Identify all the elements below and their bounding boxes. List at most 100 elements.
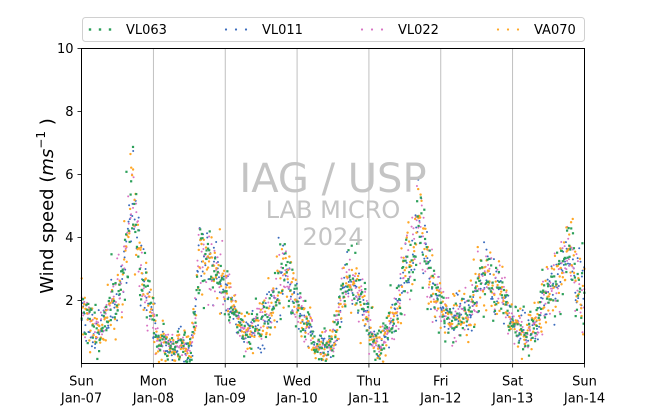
point-VL022 bbox=[289, 298, 292, 301]
point-VA070 bbox=[133, 198, 136, 202]
point-VL063 bbox=[420, 212, 423, 215]
point-VL011 bbox=[552, 282, 555, 285]
point-VA070 bbox=[293, 305, 296, 309]
point-VL022 bbox=[303, 315, 306, 318]
point-VL063 bbox=[447, 316, 450, 319]
point-VL022 bbox=[546, 267, 549, 270]
point-VL063 bbox=[225, 290, 228, 293]
point-VL011 bbox=[327, 350, 330, 353]
point-VL063 bbox=[497, 270, 501, 274]
point-VL011 bbox=[467, 328, 470, 331]
point-VL063 bbox=[391, 327, 394, 330]
point-VL022 bbox=[119, 297, 122, 300]
point-VL011 bbox=[259, 347, 262, 350]
point-VL022 bbox=[261, 311, 264, 314]
point-VL022 bbox=[423, 242, 426, 245]
point-VL063 bbox=[341, 292, 344, 295]
point-VL011 bbox=[373, 330, 376, 333]
point-VL011 bbox=[84, 324, 87, 327]
point-VL063 bbox=[429, 266, 432, 269]
point-VA070 bbox=[276, 294, 280, 297]
point-VA070 bbox=[183, 329, 186, 332]
point-VL011 bbox=[266, 293, 269, 296]
point-VL011 bbox=[165, 344, 168, 347]
point-VL063 bbox=[276, 298, 279, 302]
point-VA070 bbox=[186, 352, 189, 355]
point-VL022 bbox=[246, 341, 249, 344]
point-VL011 bbox=[403, 281, 406, 284]
point-VL011 bbox=[414, 214, 417, 217]
point-VL011 bbox=[293, 291, 296, 294]
point-VL063 bbox=[111, 290, 114, 293]
point-VL063 bbox=[236, 326, 239, 329]
point-VL022 bbox=[542, 280, 545, 283]
point-VA070 bbox=[90, 319, 93, 323]
point-VL063 bbox=[131, 145, 135, 149]
point-VL022 bbox=[437, 276, 440, 279]
point-VL022 bbox=[554, 299, 557, 302]
point-VL022 bbox=[576, 289, 579, 292]
y-axis-label-suffix: ) bbox=[37, 118, 58, 131]
point-VL011 bbox=[254, 325, 257, 328]
point-VL011 bbox=[551, 293, 554, 296]
point-VL022 bbox=[527, 346, 530, 349]
point-VL063 bbox=[116, 309, 119, 312]
point-VL022 bbox=[395, 325, 398, 328]
point-VA070 bbox=[413, 217, 417, 221]
point-VL011 bbox=[320, 337, 323, 340]
point-VL011 bbox=[489, 272, 492, 275]
point-VL063 bbox=[529, 310, 532, 313]
point-VL022 bbox=[415, 219, 418, 222]
point-VL011 bbox=[260, 351, 263, 354]
point-VL063 bbox=[256, 316, 259, 319]
point-VL011 bbox=[300, 314, 303, 317]
point-VL011 bbox=[212, 246, 215, 249]
point-VL063 bbox=[428, 249, 431, 252]
point-VA070 bbox=[99, 341, 102, 344]
point-VL022 bbox=[348, 258, 351, 261]
point-VA070 bbox=[177, 333, 181, 337]
point-VA070 bbox=[120, 316, 124, 319]
point-VL011 bbox=[113, 303, 116, 306]
point-VL063 bbox=[167, 342, 170, 345]
point-VL063 bbox=[508, 329, 511, 332]
point-VL063 bbox=[464, 312, 467, 315]
point-VA070 bbox=[379, 325, 382, 329]
point-VL063 bbox=[164, 341, 168, 344]
point-VL063 bbox=[115, 304, 119, 307]
point-VL011 bbox=[197, 244, 200, 247]
point-VL063 bbox=[418, 235, 421, 238]
point-VL063 bbox=[456, 312, 459, 315]
point-VL063 bbox=[392, 318, 395, 321]
point-VL063 bbox=[533, 340, 537, 343]
legend-marker-VL063 bbox=[88, 28, 92, 31]
point-VA070 bbox=[330, 335, 333, 338]
point-VA070 bbox=[88, 339, 91, 342]
point-VL063 bbox=[500, 294, 504, 297]
point-VA070 bbox=[418, 216, 422, 219]
point-VL022 bbox=[309, 339, 312, 342]
legend-frame bbox=[82, 17, 585, 42]
point-VL011 bbox=[81, 302, 84, 305]
point-VL063 bbox=[416, 200, 419, 203]
point-VA070 bbox=[428, 280, 432, 284]
point-VA070 bbox=[215, 266, 218, 270]
point-VA070 bbox=[193, 329, 197, 332]
point-VA070 bbox=[136, 223, 140, 227]
point-VA070 bbox=[214, 276, 218, 279]
point-VL063 bbox=[192, 311, 195, 314]
point-VA070 bbox=[291, 277, 295, 280]
point-VL063 bbox=[215, 273, 218, 276]
point-VL063 bbox=[337, 313, 340, 316]
point-VL022 bbox=[152, 326, 155, 329]
point-VL063 bbox=[412, 255, 415, 258]
point-VL063 bbox=[516, 309, 520, 312]
point-VL022 bbox=[300, 304, 303, 307]
point-VL063 bbox=[226, 297, 229, 301]
point-VA070 bbox=[154, 352, 158, 355]
point-VA070 bbox=[206, 266, 210, 269]
point-VL063 bbox=[103, 311, 106, 314]
point-VL063 bbox=[535, 324, 538, 328]
point-VL063 bbox=[259, 333, 262, 336]
watermark: IAG / USP LAB MICRO 2024 bbox=[239, 156, 426, 251]
